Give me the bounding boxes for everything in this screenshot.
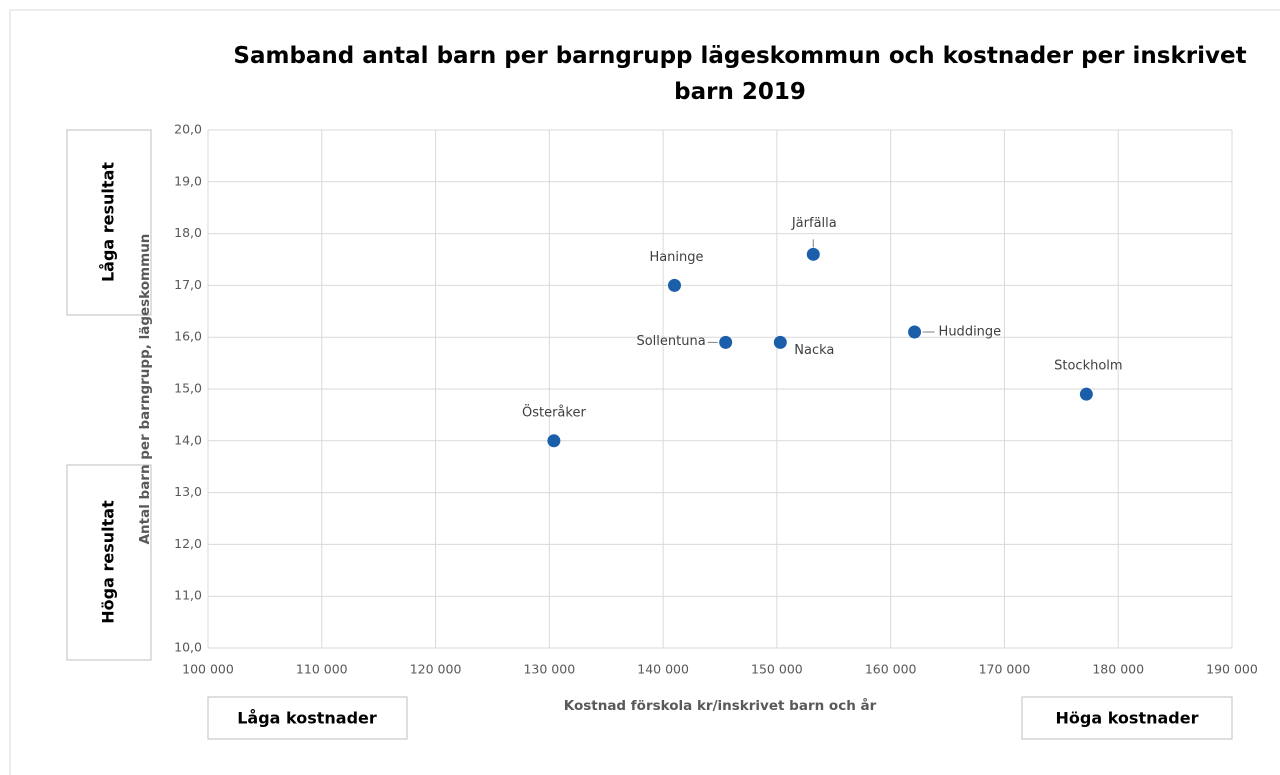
x-tick-label: 160 000	[865, 662, 917, 677]
y-tick-label: 18,0	[174, 225, 202, 240]
x-axis-title: Kostnad förskola kr/inskrivet barn och å…	[564, 697, 877, 714]
y-axis-title: Antal barn per barngrupp, lägeskommun	[137, 234, 153, 545]
annotation-box	[66, 464, 152, 661]
annotation-box	[1021, 696, 1233, 740]
y-tick-label: 15,0	[174, 381, 202, 396]
y-tick-label: 20,0	[174, 122, 202, 137]
annotation-box	[207, 696, 408, 740]
annotation: Låga kostnader	[237, 709, 377, 728]
x-tick-label: 150 000	[751, 662, 803, 677]
chart-frame	[9, 9, 1280, 775]
y-tick-label: 16,0	[174, 329, 202, 344]
data-label: Haninge	[649, 250, 703, 265]
data-label: Järfälla	[791, 216, 837, 231]
annotation: Höga resultat	[99, 500, 118, 624]
annotation: Låga resultat	[99, 162, 118, 282]
data-point	[1079, 387, 1093, 401]
x-tick-label: 140 000	[637, 662, 689, 677]
data-point	[773, 335, 787, 349]
data-point	[719, 335, 733, 349]
x-tick-label: 110 000	[296, 662, 348, 677]
data-label: Nacka	[794, 343, 834, 358]
y-tick-label: 13,0	[174, 484, 202, 499]
x-tick-label: 190 000	[1206, 662, 1258, 677]
y-tick-label: 17,0	[174, 277, 202, 292]
x-tick-label: 120 000	[410, 662, 462, 677]
data-label: Sollentuna	[636, 334, 705, 349]
x-tick-label: 130 000	[523, 662, 575, 677]
data-label: Stockholm	[1054, 359, 1122, 374]
data-point	[667, 278, 681, 292]
x-tick-label: 180 000	[1092, 662, 1144, 677]
annotation: Höga kostnader	[1056, 709, 1199, 728]
y-tick-label: 12,0	[174, 536, 202, 551]
y-tick-label: 11,0	[174, 588, 202, 603]
data-label: Österåker	[522, 403, 586, 420]
y-tick-label: 14,0	[174, 432, 202, 447]
y-tick-label: 19,0	[174, 173, 202, 188]
data-label: Huddinge	[939, 325, 1002, 340]
annotation-box	[66, 129, 152, 316]
chart-title: Samband antal barn per barngrupp lägesko…	[233, 43, 1247, 105]
data-point	[806, 247, 820, 261]
data-point	[908, 325, 922, 339]
x-tick-label: 170 000	[979, 662, 1031, 677]
x-tick-label: 100 000	[182, 662, 234, 677]
data-point	[547, 434, 561, 448]
y-tick-label: 10,0	[174, 640, 202, 655]
